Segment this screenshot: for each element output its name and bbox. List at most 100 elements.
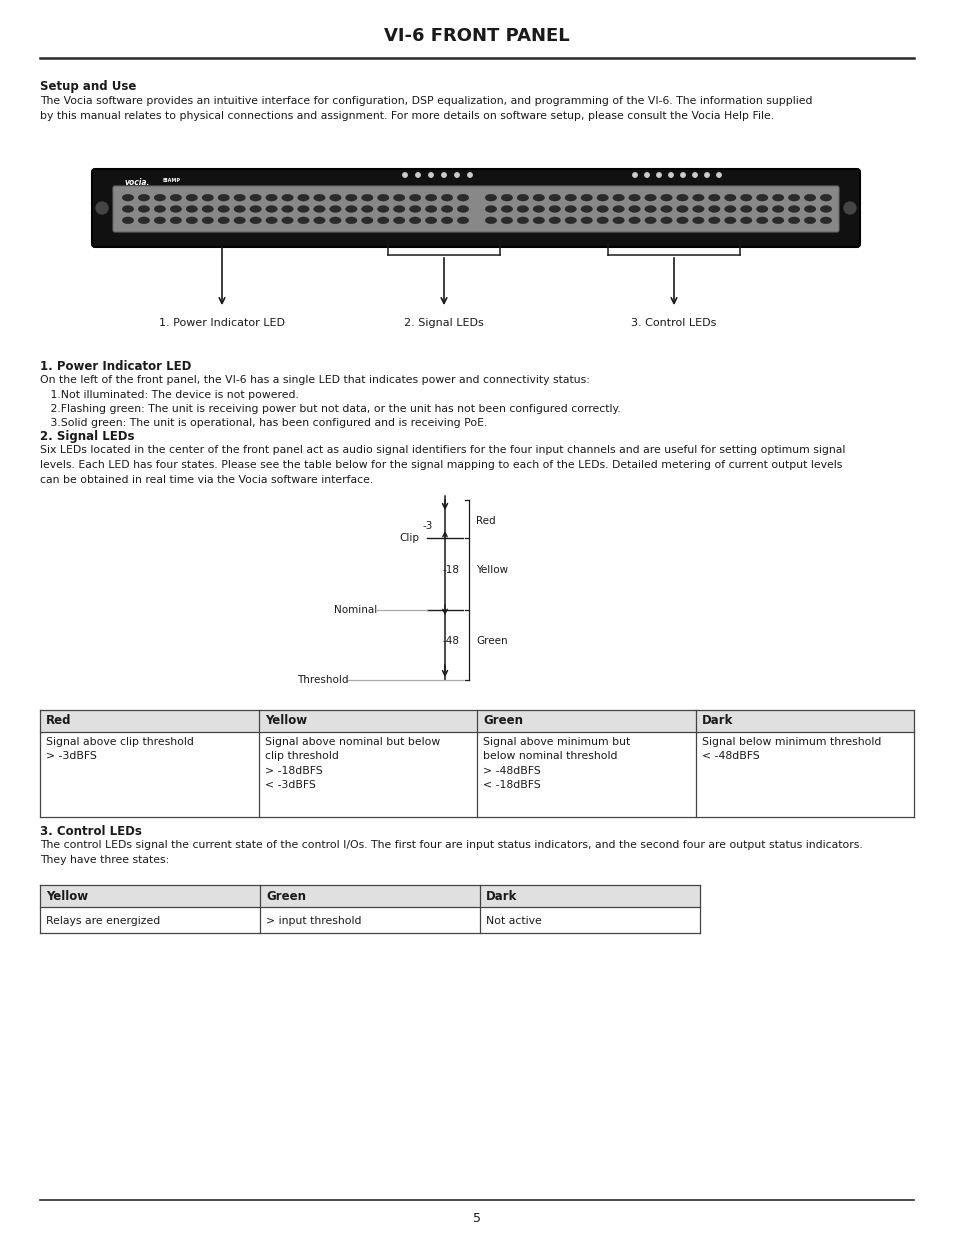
Ellipse shape <box>425 205 436 212</box>
Bar <box>40 885 700 906</box>
Text: Signal above nominal but below
clip threshold
> -18dBFS
< -3dBFS: Signal above nominal but below clip thre… <box>265 737 439 790</box>
Text: BIAMP: BIAMP <box>163 178 181 183</box>
Text: Yellow: Yellow <box>46 889 88 903</box>
Ellipse shape <box>517 205 528 212</box>
Ellipse shape <box>314 194 325 201</box>
Ellipse shape <box>740 217 751 224</box>
Text: Green: Green <box>266 889 306 903</box>
Ellipse shape <box>660 217 672 224</box>
Text: Yellow: Yellow <box>476 564 508 576</box>
Ellipse shape <box>660 194 672 201</box>
Ellipse shape <box>533 194 544 201</box>
Ellipse shape <box>597 194 608 201</box>
Ellipse shape <box>756 194 767 201</box>
Ellipse shape <box>425 194 436 201</box>
Ellipse shape <box>266 205 277 212</box>
Ellipse shape <box>549 217 560 224</box>
Ellipse shape <box>533 217 544 224</box>
Circle shape <box>467 173 472 177</box>
Text: 2. Signal LEDs: 2. Signal LEDs <box>404 317 483 329</box>
Text: Signal above minimum but
below nominal threshold
> -48dBFS
< -18dBFS: Signal above minimum but below nominal t… <box>482 737 630 790</box>
Text: -48: -48 <box>442 636 459 646</box>
Ellipse shape <box>138 217 150 224</box>
Ellipse shape <box>549 194 560 201</box>
Ellipse shape <box>297 217 309 224</box>
Text: The control LEDs signal the current state of the control I/Os. The first four ar: The control LEDs signal the current stat… <box>40 840 862 866</box>
Ellipse shape <box>377 205 389 212</box>
Ellipse shape <box>330 217 341 224</box>
Ellipse shape <box>186 205 197 212</box>
Ellipse shape <box>425 217 436 224</box>
Ellipse shape <box>154 205 166 212</box>
Circle shape <box>632 173 637 177</box>
Text: 5: 5 <box>473 1212 480 1224</box>
Ellipse shape <box>803 194 815 201</box>
Ellipse shape <box>628 205 639 212</box>
Ellipse shape <box>361 217 373 224</box>
Ellipse shape <box>612 194 623 201</box>
Ellipse shape <box>202 205 213 212</box>
Text: 3. Control LEDs: 3. Control LEDs <box>40 825 142 839</box>
Ellipse shape <box>756 205 767 212</box>
Ellipse shape <box>377 194 389 201</box>
Circle shape <box>716 173 720 177</box>
Circle shape <box>843 203 855 214</box>
Ellipse shape <box>170 217 181 224</box>
Ellipse shape <box>564 205 576 212</box>
Ellipse shape <box>803 205 815 212</box>
Ellipse shape <box>580 194 592 201</box>
Ellipse shape <box>377 217 389 224</box>
Ellipse shape <box>361 205 373 212</box>
Ellipse shape <box>441 217 453 224</box>
Ellipse shape <box>233 205 245 212</box>
Ellipse shape <box>122 205 133 212</box>
Ellipse shape <box>597 217 608 224</box>
Ellipse shape <box>628 217 639 224</box>
Ellipse shape <box>266 194 277 201</box>
FancyBboxPatch shape <box>112 186 838 232</box>
Ellipse shape <box>772 205 783 212</box>
Ellipse shape <box>787 205 799 212</box>
Text: Green: Green <box>482 715 522 727</box>
Ellipse shape <box>154 194 166 201</box>
Ellipse shape <box>820 205 831 212</box>
Ellipse shape <box>708 194 720 201</box>
Ellipse shape <box>186 217 197 224</box>
Ellipse shape <box>803 217 815 224</box>
Circle shape <box>680 173 684 177</box>
Circle shape <box>644 173 649 177</box>
Ellipse shape <box>393 194 404 201</box>
Ellipse shape <box>564 194 576 201</box>
Text: Nominal: Nominal <box>334 605 376 615</box>
Text: Red: Red <box>476 516 496 526</box>
Text: Dark: Dark <box>485 889 517 903</box>
Text: Not active: Not active <box>485 916 541 926</box>
Ellipse shape <box>580 217 592 224</box>
Text: Relays are energized: Relays are energized <box>46 916 160 926</box>
Bar <box>40 710 913 732</box>
Ellipse shape <box>723 194 736 201</box>
Ellipse shape <box>297 205 309 212</box>
Ellipse shape <box>122 194 133 201</box>
Ellipse shape <box>138 194 150 201</box>
Ellipse shape <box>345 217 356 224</box>
Ellipse shape <box>330 205 341 212</box>
Ellipse shape <box>612 217 623 224</box>
Ellipse shape <box>676 217 687 224</box>
Ellipse shape <box>485 194 497 201</box>
Ellipse shape <box>517 194 528 201</box>
Ellipse shape <box>345 194 356 201</box>
Ellipse shape <box>250 217 261 224</box>
Ellipse shape <box>441 205 453 212</box>
Ellipse shape <box>612 205 623 212</box>
Ellipse shape <box>250 205 261 212</box>
Ellipse shape <box>500 217 512 224</box>
Text: Setup and Use: Setup and Use <box>40 80 136 93</box>
Ellipse shape <box>170 194 181 201</box>
Ellipse shape <box>820 194 831 201</box>
Text: Clip: Clip <box>398 534 418 543</box>
Ellipse shape <box>314 217 325 224</box>
Ellipse shape <box>660 205 672 212</box>
Ellipse shape <box>409 194 420 201</box>
Text: 3.Solid green: The unit is operational, has been configured and is receiving PoE: 3.Solid green: The unit is operational, … <box>40 417 487 429</box>
